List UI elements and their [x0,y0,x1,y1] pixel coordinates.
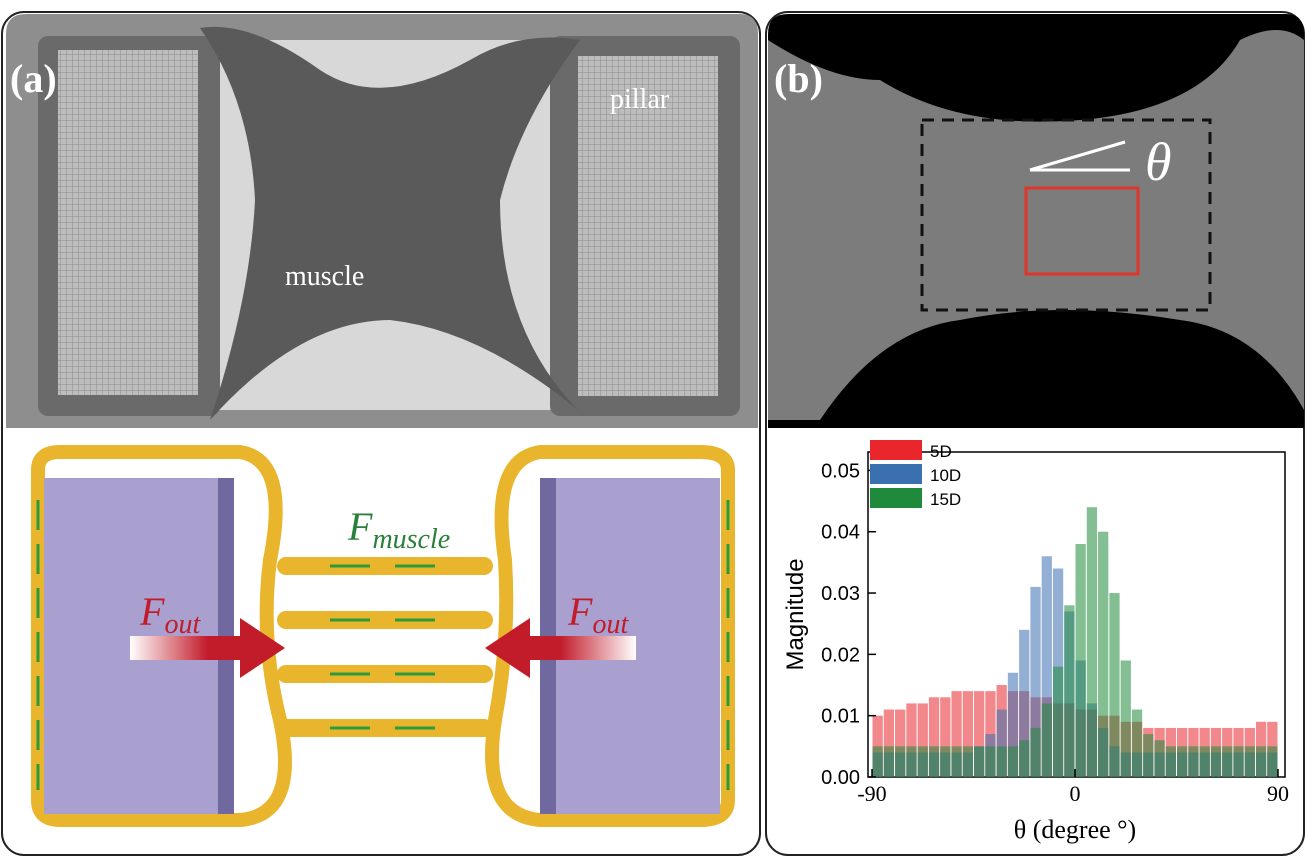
bar [1131,709,1143,777]
photo-a [6,14,758,428]
photo-b [768,14,1304,428]
legend-swatch [870,440,922,460]
bar [1019,629,1030,777]
bar [883,709,895,777]
bar [940,746,951,777]
legend-label: 5D [930,442,952,461]
bar [1222,746,1233,777]
legend-label: 10D [930,466,961,485]
bar [917,746,928,777]
bar [940,697,951,777]
bar [985,691,996,777]
bar [906,746,917,777]
histogram-chart: 0.00 0.01 0.02 0.03 0.04 0.05 -90 0 90 θ (degree … [782,440,1289,844]
bar [1255,746,1267,777]
bar [872,746,883,777]
bar [895,709,906,777]
bar [1210,746,1222,777]
y-tick-label: 0.03 [821,583,860,605]
legend-swatch [870,464,922,484]
symbol: F [139,589,165,634]
bar [974,746,985,777]
pillar-label: pillar [610,84,670,115]
x-tick-label: 0 [1070,781,1081,806]
bar [1064,605,1075,777]
bar [996,746,1007,777]
angle-label: θ [1145,132,1172,192]
legend-swatch [870,488,922,508]
y-axis-label: Magnitude [782,558,809,670]
bar [1041,703,1052,777]
bar [1030,727,1041,777]
bar [1188,746,1199,777]
bar [1019,740,1030,777]
force-out-label: Fout [139,589,201,640]
bar [906,703,917,777]
bar [895,746,906,777]
x-axis-label: θ (degree °) [1014,815,1136,844]
force-out-label: Fout [567,589,629,640]
bar [1177,746,1188,777]
subscript: out [592,609,629,640]
bar [1007,746,1019,777]
bar [1244,746,1255,777]
y-tick-label: 0.05 [821,460,860,482]
subscript: out [164,609,201,640]
bar [996,709,1007,777]
bar [928,746,940,777]
x-tick-label: -90 [857,781,886,806]
subscript: muscle [372,524,450,555]
panel-label: (b) [774,56,823,101]
bar [1086,507,1098,777]
bar [917,703,928,777]
bar [985,746,996,777]
bar [1098,531,1109,777]
y-tick-label: 0.02 [821,644,860,666]
y-tick-label: 0.00 [821,767,860,789]
bar [1041,556,1052,777]
bar [951,746,962,777]
y-tick-label: 0.04 [821,522,860,544]
bar [1199,746,1210,777]
force-muscle-label: Fmuscle [347,504,450,555]
bar [951,691,962,777]
y-tick-label: 0.01 [821,706,860,728]
x-tick-label: 90 [1267,781,1289,806]
bar [1154,740,1165,777]
bar [1030,586,1041,777]
bar [1052,666,1064,777]
bar [974,691,985,777]
bar [1143,734,1154,777]
bar [962,691,973,777]
bar [1120,660,1131,777]
bar [1233,746,1244,777]
symbol: F [567,589,593,634]
bar [962,746,973,777]
bar [1075,543,1086,777]
bar [928,697,940,777]
panel-label: (a) [10,56,57,101]
symbol: F [347,504,373,549]
bar [1267,746,1278,777]
bar [1165,746,1176,777]
bar [883,746,895,777]
force-diagram [31,445,735,827]
bar [1007,672,1019,777]
muscle-label: muscle [285,261,364,292]
bar [1109,593,1120,777]
legend-label: 15D [930,490,961,509]
